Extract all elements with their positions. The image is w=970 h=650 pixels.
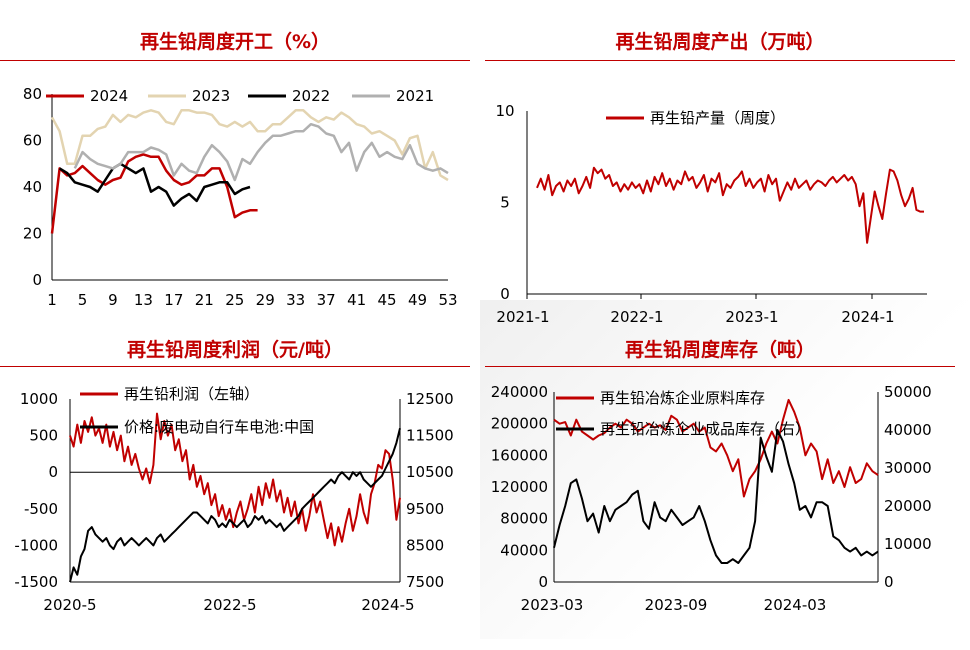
series-line-left bbox=[69, 412, 401, 547]
legend-output-label: 再生铅产量（周度） bbox=[650, 109, 785, 127]
y-tick-label: 0 bbox=[500, 285, 510, 303]
panel-inventory: 再生铅周度库存（吨） bbox=[485, 328, 955, 646]
x-tick-label: 2021-1 bbox=[496, 308, 549, 326]
x-tick-label: 2022-5 bbox=[203, 596, 256, 614]
left-tick-label: 160000 bbox=[491, 446, 548, 464]
x-tick-label: 2024-5 bbox=[361, 596, 414, 614]
right-tick-label: 40000 bbox=[884, 421, 932, 439]
x-tick-label: 33 bbox=[286, 291, 305, 309]
x-tick-label: 29 bbox=[256, 291, 275, 309]
x-tick-label: 2022-1 bbox=[610, 308, 663, 326]
chart-operating-rate: 0 20 40 60 80 1 5 9 13 17 21 25 29 33 37 41 45 49 53 2024 20… bbox=[23, 85, 458, 309]
right-tick-label: 50000 bbox=[884, 383, 932, 401]
chart-output: 0 5 10 2021-1 2022-1 2023-1 2024-1 再生铅产量（周度） bbox=[495, 102, 927, 326]
x-tick-label: 17 bbox=[164, 291, 183, 309]
y-tick-label: 40 bbox=[23, 178, 42, 196]
legend-product-inventory-label: 再生铅冶炼企业成品库存（右） bbox=[600, 420, 810, 438]
legend-2024-label: 2024 bbox=[90, 87, 128, 105]
right-tick-label: 8500 bbox=[406, 536, 444, 554]
chart-inventory: 0 40000 80000 120000 160000 200000 240000 0 1000… bbox=[491, 383, 932, 614]
series-line-left bbox=[553, 398, 879, 498]
x-tick-label: 21 bbox=[195, 291, 214, 309]
right-tick-label: 20000 bbox=[884, 497, 932, 515]
panel-title: 再生铅周度库存（吨） bbox=[624, 339, 815, 361]
left-tick-label: -500 bbox=[24, 500, 58, 518]
right-tick-label: 11500 bbox=[406, 427, 454, 445]
title-rule bbox=[485, 366, 955, 367]
right-tick-label: 7500 bbox=[406, 573, 444, 591]
legend-2023-label: 2023 bbox=[192, 87, 230, 105]
y-tick-label: 10 bbox=[495, 102, 514, 120]
y-tick-label: 0 bbox=[32, 271, 42, 289]
left-tick-label: 500 bbox=[29, 427, 58, 445]
x-tick-label: 53 bbox=[438, 291, 457, 309]
x-tick-label: 2024-03 bbox=[764, 596, 827, 614]
left-tick-label: -1500 bbox=[14, 573, 58, 591]
series-line-2021 bbox=[73, 122, 449, 182]
right-tick-label: 12500 bbox=[406, 390, 454, 408]
right-tick-label: 30000 bbox=[884, 459, 932, 477]
x-tick-label: 49 bbox=[408, 291, 427, 309]
title-rule bbox=[485, 60, 955, 61]
x-tick-label: 1 bbox=[47, 291, 57, 309]
x-tick-label: 5 bbox=[78, 291, 88, 309]
panel-output: 再生铅周度产出（万吨） 0 5 10 2021-1 2022-1 2023-1 2024-1… bbox=[485, 20, 955, 338]
left-tick-label: 80000 bbox=[500, 510, 548, 528]
right-tick-label: 10000 bbox=[884, 535, 932, 553]
left-tick-label: 240000 bbox=[491, 383, 548, 401]
panel-operating-rate: 再生铅周度开工（%） 0 20 40 60 80 1 5 9 13 17 21 25 29 33 37 41 4… bbox=[0, 20, 470, 338]
y-tick-label: 60 bbox=[23, 132, 42, 150]
left-tick-label: 200000 bbox=[491, 415, 548, 433]
left-tick-label: -1000 bbox=[14, 536, 58, 554]
x-tick-label: 2020-5 bbox=[43, 596, 96, 614]
left-tick-label: 120000 bbox=[491, 478, 548, 496]
series-line-output bbox=[536, 166, 924, 244]
left-tick-label: 1000 bbox=[20, 390, 58, 408]
series-line-right bbox=[553, 429, 879, 564]
legend-profit-label: 再生铅利润（左轴） bbox=[124, 385, 259, 403]
title-rule bbox=[0, 366, 470, 367]
y-tick-label: 20 bbox=[23, 225, 42, 243]
title-rule bbox=[0, 60, 470, 61]
x-tick-label: 41 bbox=[347, 291, 366, 309]
right-tick-label: 10500 bbox=[406, 463, 454, 481]
x-tick-label: 2023-09 bbox=[645, 596, 708, 614]
panel-profit: 再生铅周度利润（元/吨） bbox=[0, 328, 470, 646]
right-tick-label: 0 bbox=[884, 573, 894, 591]
x-tick-label: 2023-03 bbox=[521, 596, 584, 614]
legend-raw-inventory-label: 再生铅冶炼企业原料库存 bbox=[600, 389, 765, 407]
x-tick-label: 13 bbox=[134, 291, 153, 309]
legend-2021-label: 2021 bbox=[396, 87, 434, 105]
panel-title: 再生铅周度利润（元/吨） bbox=[127, 339, 343, 361]
x-tick-label: 2023-1 bbox=[725, 308, 778, 326]
x-tick-label: 9 bbox=[108, 291, 118, 309]
left-tick-label: 0 bbox=[538, 573, 548, 591]
series-line-2023 bbox=[50, 109, 449, 182]
legend-2022-label: 2022 bbox=[292, 87, 330, 105]
left-tick-label: 40000 bbox=[500, 541, 548, 559]
y-tick-label: 5 bbox=[500, 194, 510, 212]
x-tick-label: 25 bbox=[225, 291, 244, 309]
panel-title: 再生铅周度产出（万吨） bbox=[615, 31, 825, 53]
series-line-right bbox=[69, 428, 401, 583]
left-tick-label: 0 bbox=[48, 463, 58, 481]
y-tick-label: 80 bbox=[23, 85, 42, 103]
chart-profit: -1500 -1000 -500 0 500 1000 7500 8500 9500 10500 1… bbox=[14, 385, 454, 614]
x-tick-label: 37 bbox=[317, 291, 336, 309]
right-tick-label: 9500 bbox=[406, 500, 444, 518]
x-tick-label: 2024-1 bbox=[841, 308, 894, 326]
series-line-2024 bbox=[50, 153, 258, 234]
x-tick-label: 45 bbox=[378, 291, 397, 309]
panel-title: 再生铅周度开工（%） bbox=[139, 31, 331, 53]
series-line-2022 bbox=[58, 162, 251, 207]
legend-price-label: 价格:废电动自行车电池:中国 bbox=[124, 418, 314, 436]
